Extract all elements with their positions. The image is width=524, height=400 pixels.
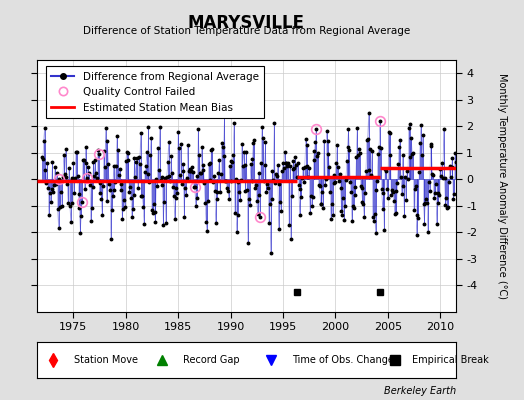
Text: Difference of Station Temperature Data from Regional Average: Difference of Station Temperature Data f…	[83, 26, 410, 36]
Y-axis label: Monthly Temperature Anomaly Difference (°C): Monthly Temperature Anomaly Difference (…	[497, 73, 507, 299]
Text: Record Gap: Record Gap	[183, 355, 240, 365]
Text: Empirical Break: Empirical Break	[412, 355, 488, 365]
Text: Station Move: Station Move	[74, 355, 138, 365]
Text: MARYSVILLE: MARYSVILLE	[188, 14, 305, 32]
Legend: Difference from Regional Average, Quality Control Failed, Estimated Station Mean: Difference from Regional Average, Qualit…	[46, 66, 264, 118]
Text: Time of Obs. Change: Time of Obs. Change	[292, 355, 394, 365]
Text: Berkeley Earth: Berkeley Earth	[384, 386, 456, 396]
